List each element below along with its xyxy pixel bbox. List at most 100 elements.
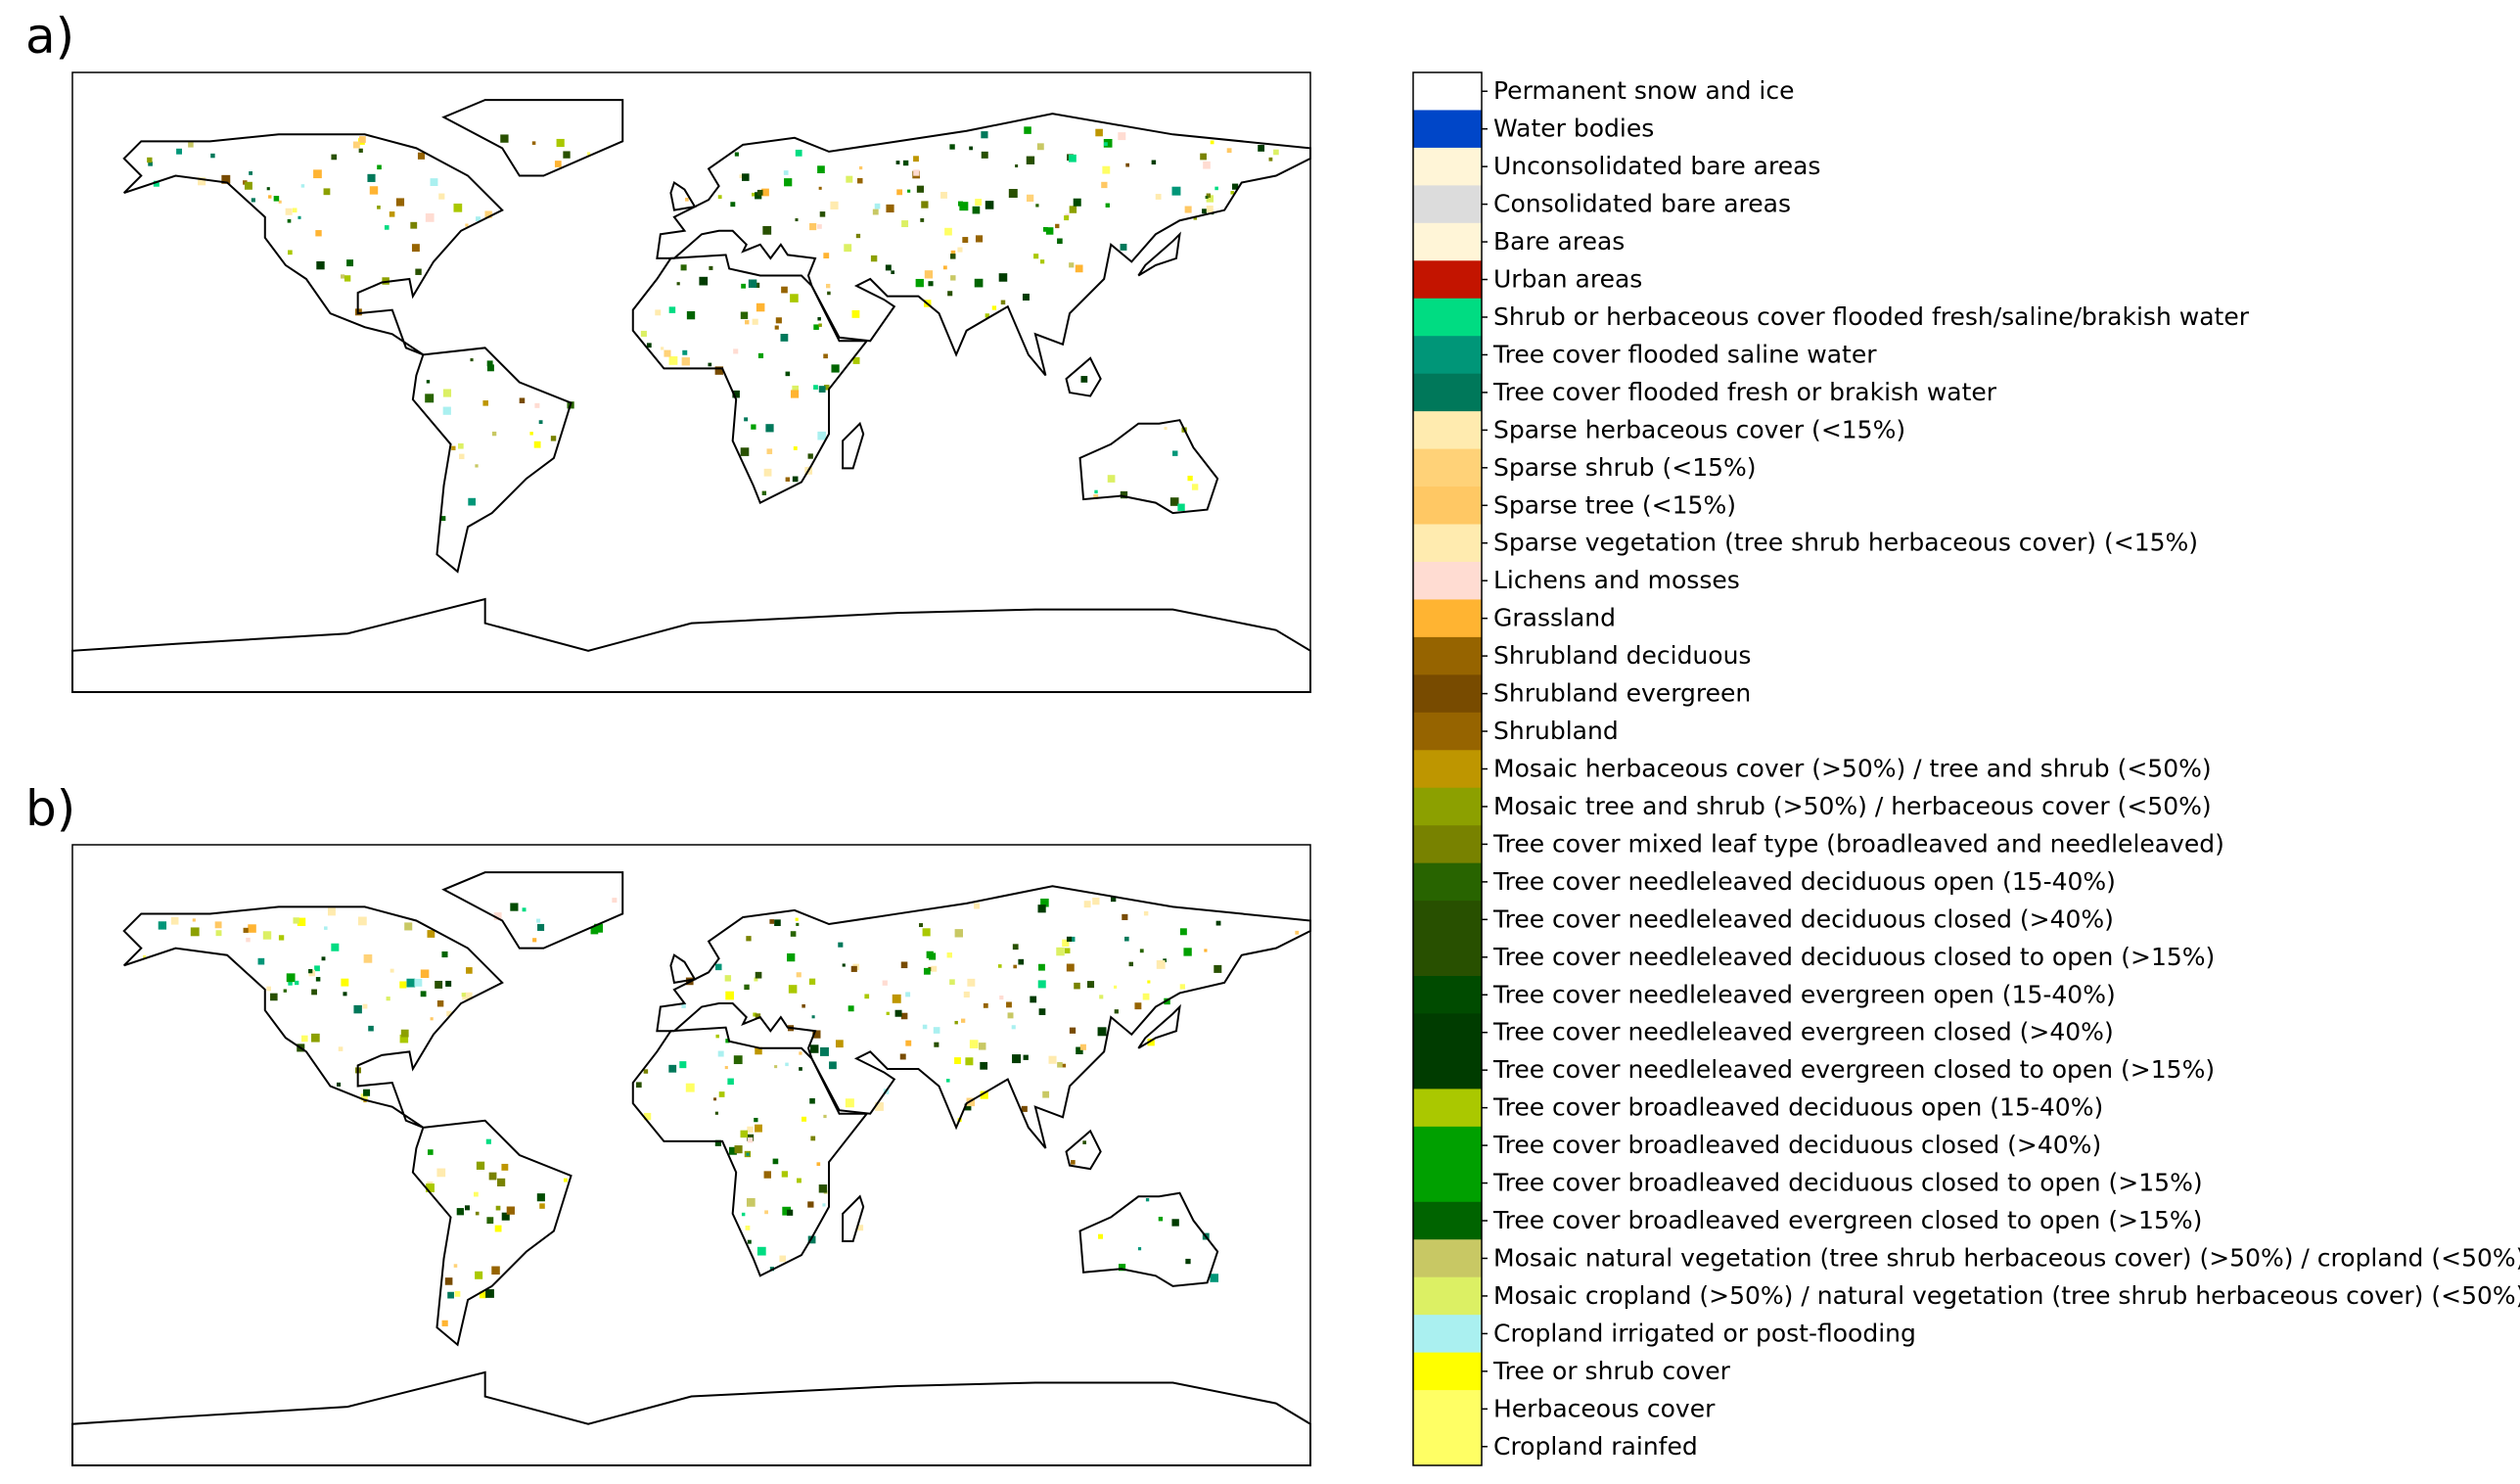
- land-cover-speck: [1040, 259, 1045, 264]
- land-cover-speck: [954, 1020, 958, 1025]
- land-cover-speck: [874, 203, 881, 209]
- land-cover-speck: [386, 997, 390, 1001]
- land-cover-speck: [1102, 165, 1111, 174]
- land-cover-speck: [1118, 1264, 1126, 1272]
- land-cover-speck: [1023, 1054, 1029, 1060]
- land-cover-speck: [475, 1271, 483, 1279]
- land-cover-speck: [315, 977, 321, 982]
- land-cover-speck: [426, 1183, 435, 1192]
- land-cover-speck: [462, 994, 469, 1000]
- legend-label: Tree cover needleleaved evergreen closed…: [1492, 1018, 2114, 1046]
- land-cover-speck: [1037, 980, 1046, 989]
- land-cover-speck: [1069, 262, 1075, 268]
- land-cover-speck: [822, 1203, 826, 1207]
- land-cover-speck: [921, 201, 929, 209]
- land-cover-speck: [257, 957, 265, 965]
- land-cover-speck: [1105, 203, 1110, 208]
- land-cover-speck: [717, 195, 722, 200]
- legend-label: Sparse shrub (<15%): [1493, 453, 1757, 482]
- land-cover-speck: [756, 302, 765, 312]
- legend-label: Sparse tree (<15%): [1493, 490, 1736, 519]
- coastline: [1065, 356, 1102, 397]
- map-frame: [71, 844, 1311, 1466]
- land-cover-speck: [1184, 206, 1192, 213]
- legend-swatch: [1413, 862, 1482, 902]
- land-cover-speck: [754, 977, 758, 982]
- land-cover-speck: [359, 136, 366, 143]
- land-cover-speck: [891, 270, 894, 274]
- land-cover-speck: [950, 275, 956, 281]
- land-cover-speck: [1066, 963, 1075, 972]
- legend-label: Urban areas: [1493, 265, 1642, 294]
- legend-label: Tree or shrub cover: [1492, 1357, 1731, 1385]
- land-cover-speck: [819, 211, 826, 217]
- legend-swatch: [1413, 636, 1482, 675]
- land-cover-speck: [755, 192, 762, 200]
- land-cover-speck: [1110, 896, 1117, 903]
- land-cover-speck: [788, 985, 798, 994]
- land-cover-speck: [790, 931, 797, 937]
- legend-swatch: [1413, 185, 1482, 224]
- land-cover-speck: [981, 151, 988, 159]
- land-cover-speck: [774, 919, 781, 926]
- land-cover-speck: [668, 356, 678, 365]
- land-cover-speck: [1183, 948, 1192, 956]
- land-cover-speck: [894, 1009, 902, 1017]
- land-cover-speck: [1008, 189, 1018, 198]
- land-cover-speck: [493, 912, 502, 920]
- land-cover-speck: [818, 386, 826, 393]
- land-cover-speck: [1145, 1198, 1150, 1202]
- land-cover-speck: [1069, 1027, 1077, 1034]
- legend-label: Cropland irrigated or post-flooding: [1493, 1319, 1916, 1347]
- land-cover-speck: [947, 291, 953, 297]
- land-cover-speck: [747, 1136, 754, 1143]
- land-cover-speck: [456, 1208, 464, 1216]
- land-cover-speck: [998, 273, 1008, 282]
- coastline: [656, 113, 1311, 377]
- land-cover-speck: [755, 1124, 762, 1133]
- coastline: [411, 1119, 573, 1347]
- land-cover-speck: [643, 1069, 649, 1074]
- map: [71, 71, 1311, 693]
- land-cover-speck: [533, 441, 541, 448]
- land-cover-speck: [728, 1146, 737, 1155]
- land-cover-speck: [1120, 244, 1127, 251]
- land-cover-speck: [715, 963, 722, 971]
- land-cover-speck: [810, 1136, 816, 1141]
- land-cover-speck: [963, 991, 970, 997]
- land-cover-speck: [795, 149, 802, 157]
- land-cover-speck: [1056, 947, 1065, 956]
- land-cover-speck: [1215, 920, 1221, 926]
- land-cover-speck: [1099, 995, 1104, 999]
- land-cover-speck: [747, 1239, 752, 1244]
- land-cover-speck: [466, 967, 473, 974]
- land-cover-speck: [221, 174, 231, 184]
- land-cover-speck: [176, 148, 182, 155]
- land-cover-speck: [300, 184, 305, 188]
- land-cover-speck: [153, 180, 160, 187]
- land-cover-speck: [668, 1064, 677, 1073]
- land-cover-speck: [343, 992, 347, 997]
- land-cover-speck: [946, 952, 952, 958]
- land-cover-speck: [147, 157, 153, 163]
- land-cover-speck: [646, 343, 652, 348]
- land-cover-speck: [746, 1152, 750, 1156]
- land-cover-speck: [676, 282, 680, 286]
- land-cover-speck: [266, 986, 271, 992]
- land-cover-speck: [781, 286, 788, 294]
- land-cover-speck: [1139, 949, 1144, 953]
- legend-label: Tree cover needleleaved deciduous closed…: [1492, 904, 2114, 933]
- land-cover-speck: [495, 1205, 501, 1211]
- land-cover-speck: [1069, 206, 1077, 213]
- land-cover-speck: [818, 186, 822, 190]
- land-cover-speck: [1086, 981, 1095, 989]
- land-cover-speck: [1038, 1008, 1046, 1015]
- land-cover-speck: [962, 237, 969, 243]
- land-cover-speck: [746, 936, 752, 942]
- land-cover-speck: [1137, 1247, 1142, 1251]
- land-cover-speck: [287, 218, 292, 223]
- land-cover-speck: [1206, 195, 1214, 203]
- land-cover-speck: [410, 221, 418, 229]
- land-cover-speck: [368, 1025, 374, 1032]
